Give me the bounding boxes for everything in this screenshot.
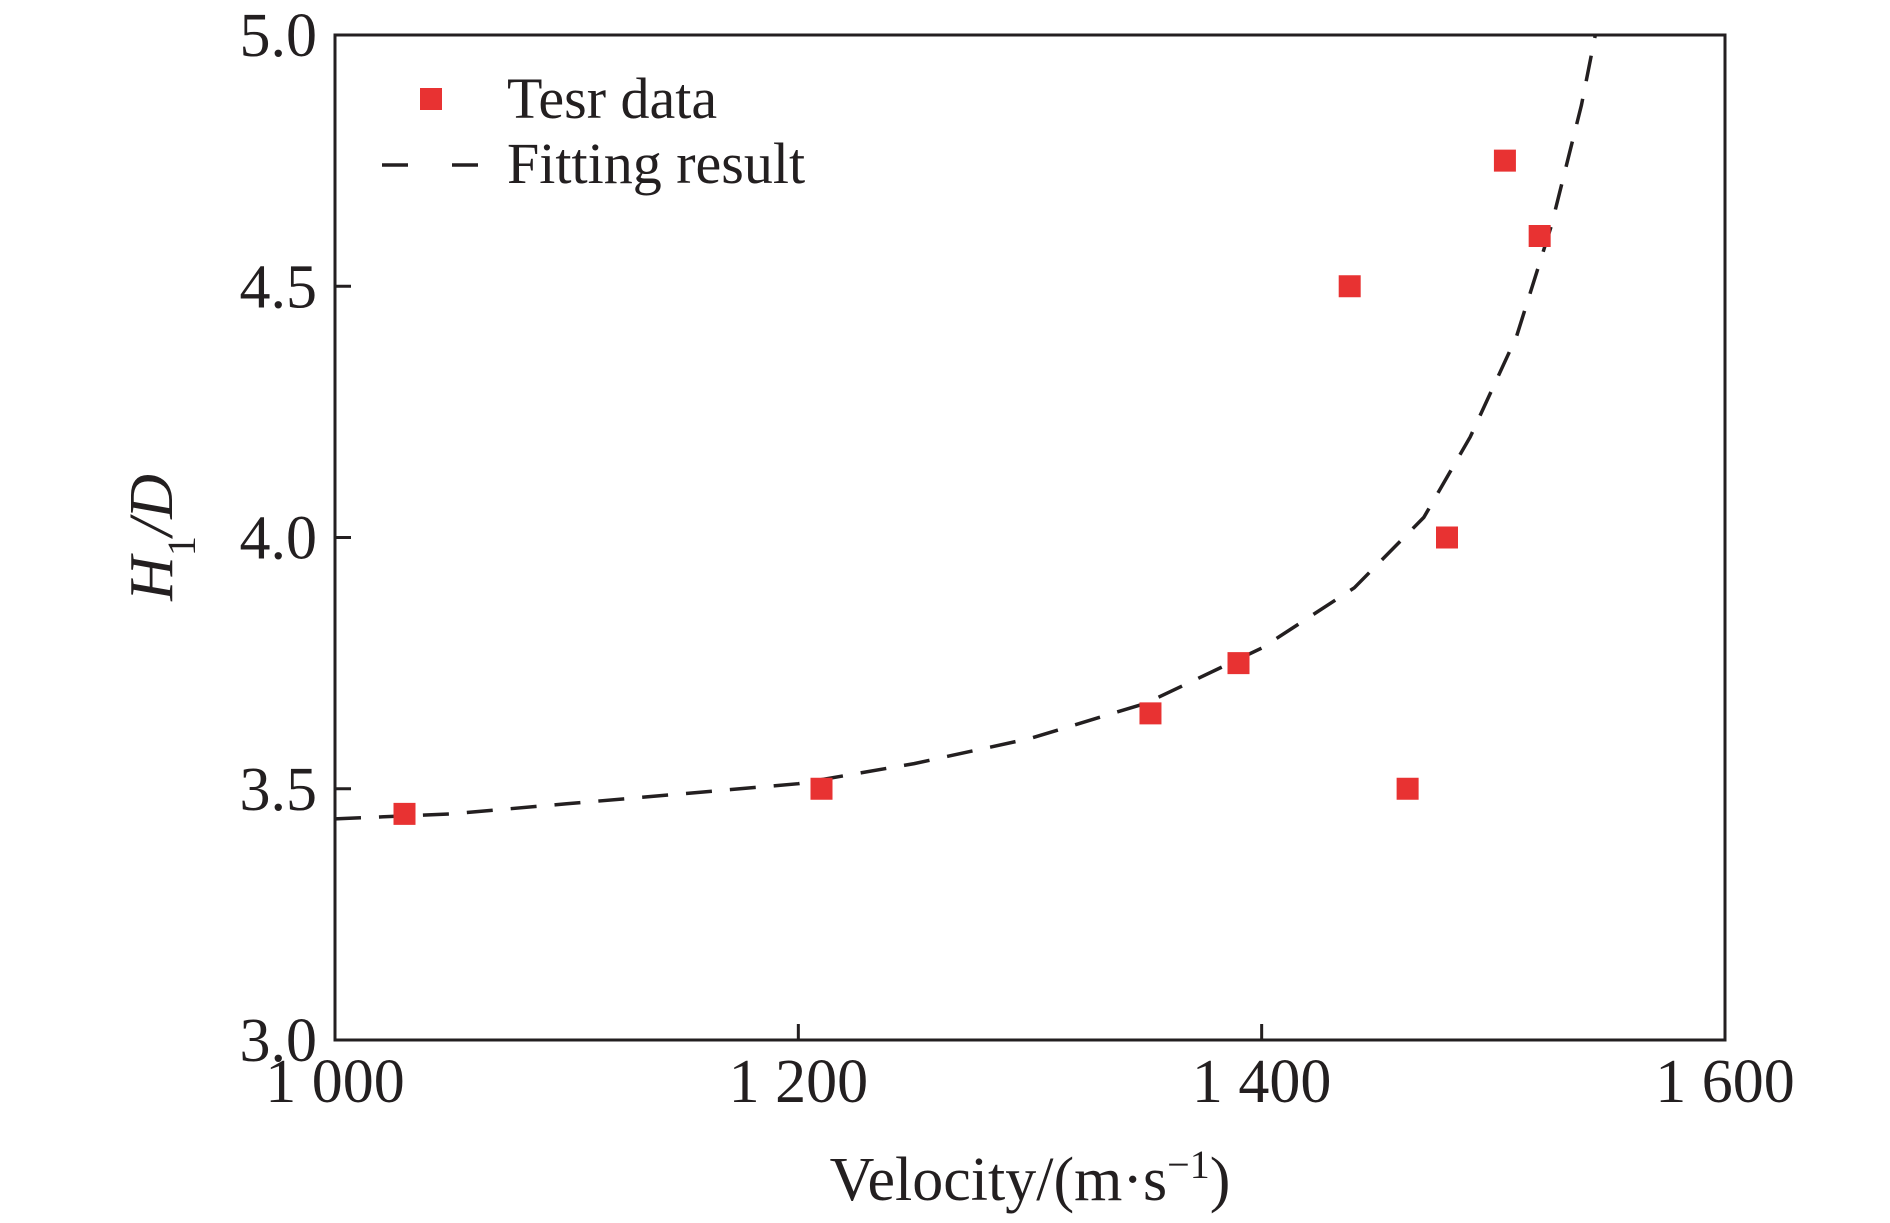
ticks-layer: 1 000 1 200 1 400 1 600 3.0 3.5 4.0 4.5 5.0 [240,2,1795,1116]
y-tick-label: 5.0 [240,2,318,70]
legend-marker-tesr-data [420,88,442,110]
tesr-data-point [1436,526,1458,549]
legend: Tesr data Fitting result [382,66,805,196]
tesr-data-point [1338,275,1361,298]
y-tick-label: 4.5 [240,253,318,321]
y-tick-label: 3.0 [240,1007,318,1075]
y-axis-title-subscript: 1 [159,536,204,556]
x-axis-title-close: ) [1210,1146,1231,1214]
y-axis-title-rest: /D [118,474,186,539]
tesr-data-point [1139,702,1162,725]
legend-label-tesr-data: Tesr data [507,66,717,131]
tesr-data-point [1493,149,1516,172]
legend-label-fitting-result: Fitting result [507,131,805,196]
y-tick-label: 3.5 [240,756,318,824]
y-tick-label: 4.0 [240,505,318,573]
y-axis-title-main: H [118,553,186,602]
y-axis-title: H1/D [118,474,204,602]
x-tick-label: 1 200 [729,1048,869,1116]
x-axis-title-superscript: −1 [1167,1142,1210,1187]
x-tick-label: 1 000 [265,1048,405,1116]
tesr-data-point [1396,777,1419,800]
marks-layer [335,35,1598,825]
x-tick-label: 1 600 [1655,1048,1795,1116]
x-axis-title-main: Velocity/(m·s [830,1146,1168,1214]
x-axis-title: Velocity/(m·s−1) [830,1142,1231,1215]
tesr-data-point [810,777,833,800]
x-tick-label: 1 400 [1192,1048,1332,1116]
tesr-data-point [1528,225,1551,247]
fitting-result-line [335,35,1598,821]
tesr-data-point [1227,652,1250,675]
tesr-data-point [393,802,416,825]
